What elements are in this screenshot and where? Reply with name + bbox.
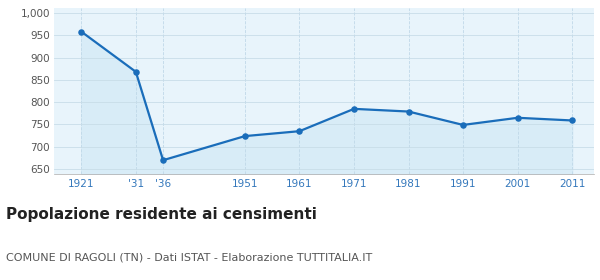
Point [458,123,468,127]
Point [349,107,359,111]
Point [404,109,413,114]
Text: COMUNE DI RAGOLI (TN) - Dati ISTAT - Elaborazione TUTTITALIA.IT: COMUNE DI RAGOLI (TN) - Dati ISTAT - Ela… [6,252,372,262]
Point [568,118,577,123]
Point [158,158,168,162]
Text: Popolazione residente ai censimenti: Popolazione residente ai censimenti [6,207,317,222]
Point [76,29,86,34]
Point [295,129,304,134]
Point [513,116,523,120]
Point [240,134,250,138]
Point [131,69,140,74]
